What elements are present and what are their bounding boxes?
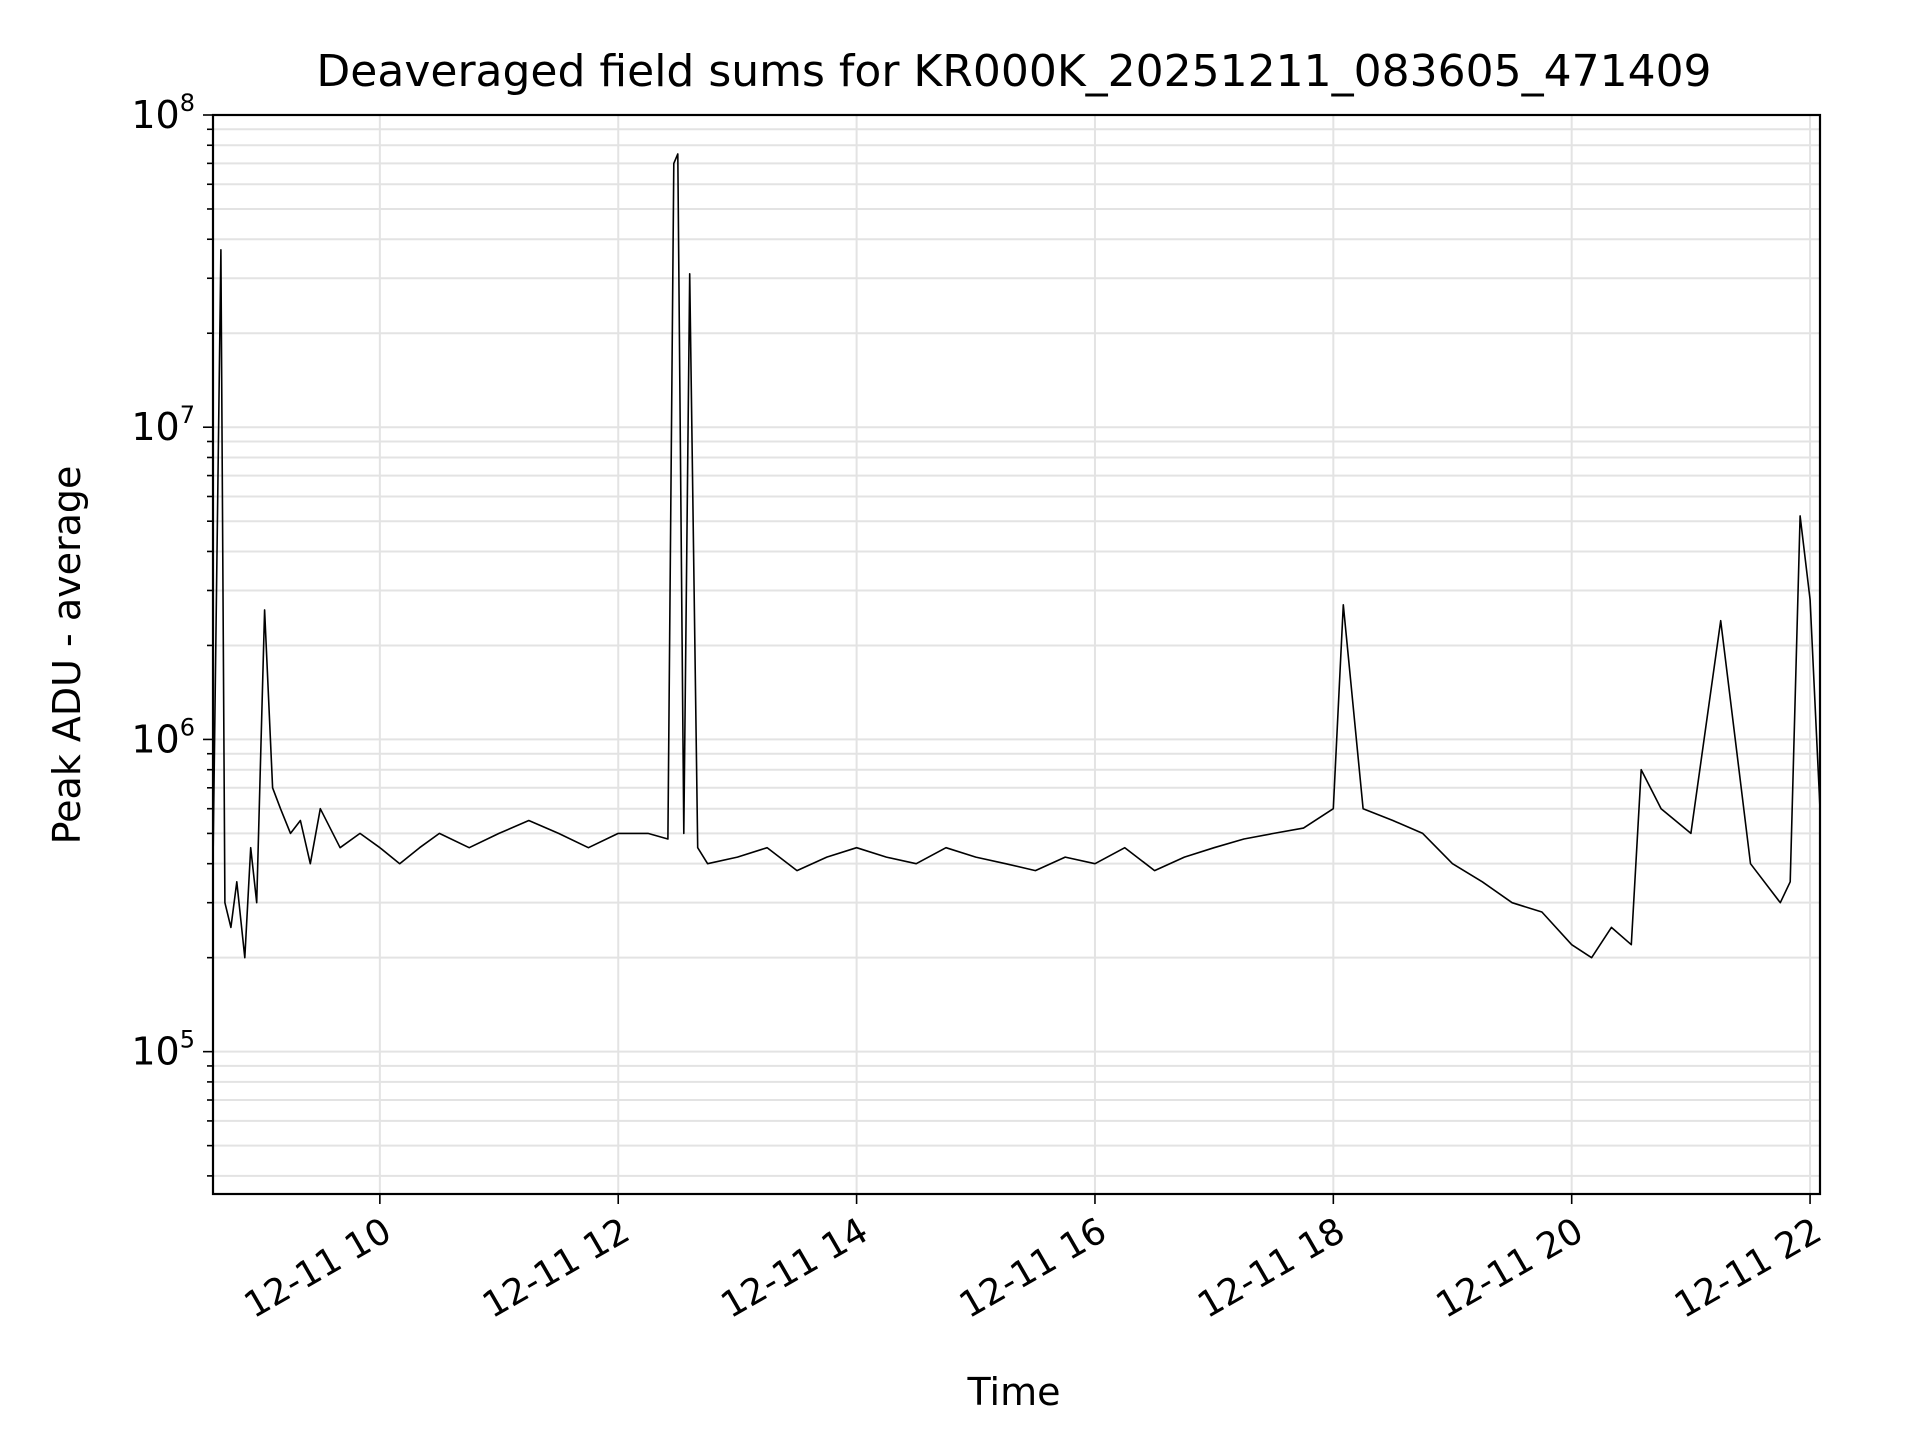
y-tick-label: 105 xyxy=(131,1026,195,1074)
y-axis-label: Peak ADU - average xyxy=(45,466,89,845)
y-tick-exponent: 6 xyxy=(180,713,195,741)
plot-frame xyxy=(211,113,1822,1196)
y-tick-base: 10 xyxy=(131,93,179,137)
grid-lines xyxy=(213,114,1820,1194)
y-tick-base: 10 xyxy=(131,717,179,761)
plot-area xyxy=(212,153,1821,959)
y-tick-label: 108 xyxy=(131,89,195,137)
y-tick-exponent: 7 xyxy=(180,401,195,429)
y-tick-exponent: 5 xyxy=(180,1026,195,1054)
y-tick-base: 10 xyxy=(131,405,179,449)
y-tick-label: 107 xyxy=(131,401,195,449)
y-tick-exponent: 8 xyxy=(180,89,195,117)
y-tick-label: 106 xyxy=(131,713,195,761)
series-line xyxy=(212,153,1821,959)
y-tick-base: 10 xyxy=(131,1030,179,1074)
chart-title: Deaveraged field sums for KR000K_2025121… xyxy=(316,46,1711,97)
x-axis-label: Time xyxy=(967,1370,1061,1414)
